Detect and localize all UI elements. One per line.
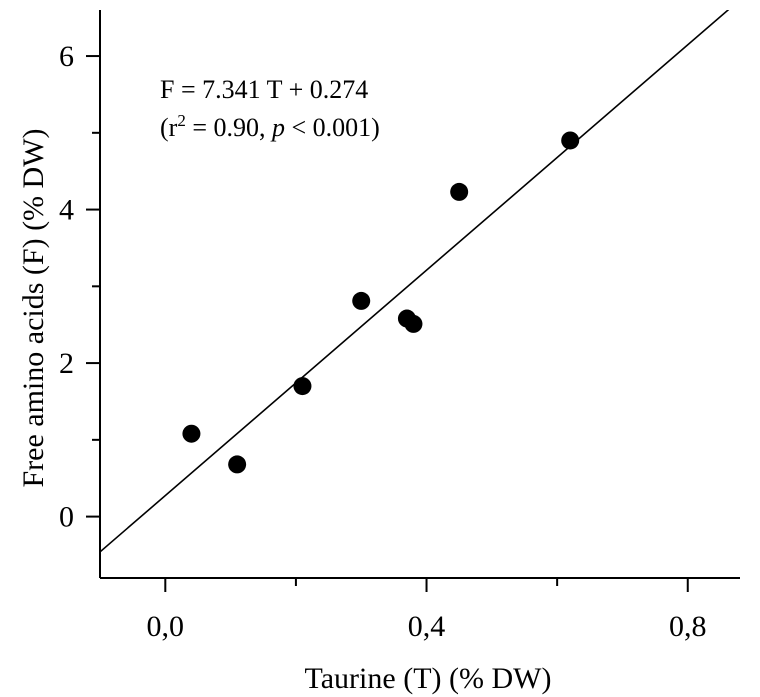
y-tick-label: 4 — [59, 194, 74, 227]
y-tick-label: 6 — [59, 40, 74, 73]
y-axis-label: Free amino acids (F) (% DW) — [17, 128, 50, 487]
x-tick-label: 0,0 — [147, 610, 185, 643]
regression-stats: (r2 = 0.90, p < 0.001) — [160, 111, 380, 142]
regression-line — [100, 10, 730, 553]
y-tick-label: 2 — [59, 347, 74, 380]
data-point — [293, 377, 312, 396]
data-point — [450, 182, 469, 201]
data-point — [352, 291, 371, 310]
axis-ticks: 0,0 0,4 0,8 0 2 4 6 — [59, 40, 707, 643]
data-point — [404, 314, 423, 333]
y-tick-label: 0 — [59, 501, 74, 534]
data-points — [182, 131, 580, 474]
data-point — [182, 424, 201, 443]
plot-area — [99, 10, 740, 579]
x-tick-label: 0,4 — [408, 610, 446, 643]
data-point — [561, 131, 580, 150]
x-axis-label: Taurine (T) (% DW) — [305, 662, 552, 695]
x-tick-label: 0,8 — [669, 610, 707, 643]
regression-equation: F = 7.341 T + 0.274 — [160, 75, 368, 104]
data-point — [228, 455, 247, 474]
